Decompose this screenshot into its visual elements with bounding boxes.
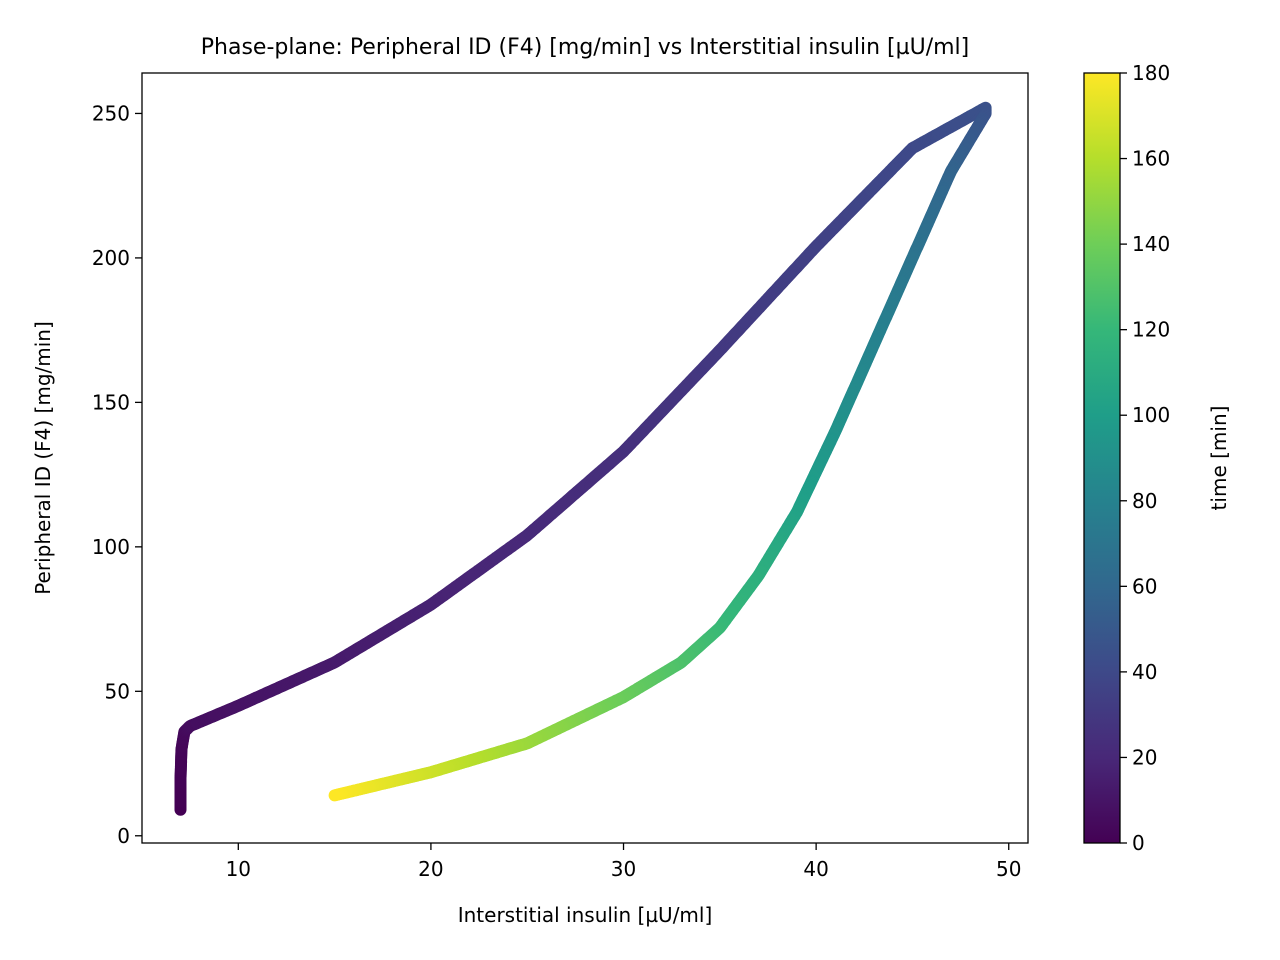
- x-tick-label: 10: [226, 857, 251, 881]
- plot-area: [141, 72, 1029, 844]
- data-point: [328, 789, 341, 802]
- colorbar-tick-label: 120: [1132, 318, 1170, 342]
- y-tick-label: 0: [117, 824, 130, 848]
- x-tick-label: 20: [418, 857, 443, 881]
- colorbar-label: time [min]: [1207, 406, 1231, 511]
- y-tick-label: 200: [92, 246, 130, 270]
- y-axis-ticks: 0 50 100 150 200 250: [92, 101, 142, 848]
- colorbar-fill: [1084, 73, 1120, 843]
- x-tick-label: 40: [803, 857, 828, 881]
- colorbar-tick-label: 60: [1132, 574, 1157, 598]
- colorbar-tick-label: 80: [1132, 489, 1157, 513]
- colorbar-tick-label: 140: [1132, 232, 1170, 256]
- colorbar-tick-label: 160: [1132, 147, 1170, 171]
- x-tick-label: 50: [996, 857, 1021, 881]
- x-axis-label: Interstitial insulin [µU/ml]: [458, 903, 713, 927]
- data-points: [174, 101, 992, 816]
- colorbar-tick-label: 100: [1132, 403, 1170, 427]
- colorbar-tick-label: 0: [1132, 831, 1145, 855]
- plot-frame: [141, 72, 1029, 844]
- y-tick-label: 150: [92, 390, 130, 414]
- colorbar-frame: [1083, 72, 1121, 844]
- colorbar-ticks: 0 20 40 60 80 100 120 140 160 180: [1120, 61, 1170, 855]
- colorbar-tick-label: 20: [1132, 745, 1157, 769]
- colorbar-tick-label: 40: [1132, 660, 1157, 684]
- chart-title: Phase-plane: Peripheral ID (F4) [mg/min]…: [201, 35, 970, 60]
- colorbar: 0 20 40 60 80 100 120 140 160 180 time [min]: [1083, 61, 1231, 855]
- y-tick-label: 100: [92, 535, 130, 559]
- y-axis-label: Peripheral ID (F4) [mg/min]: [31, 321, 55, 595]
- colorbar-tick-label: 180: [1132, 61, 1170, 85]
- y-tick-label: 50: [105, 679, 130, 703]
- x-tick-label: 30: [611, 857, 636, 881]
- y-tick-label: 250: [92, 101, 130, 125]
- x-axis-ticks: 10 20 30 40 50: [226, 843, 1021, 881]
